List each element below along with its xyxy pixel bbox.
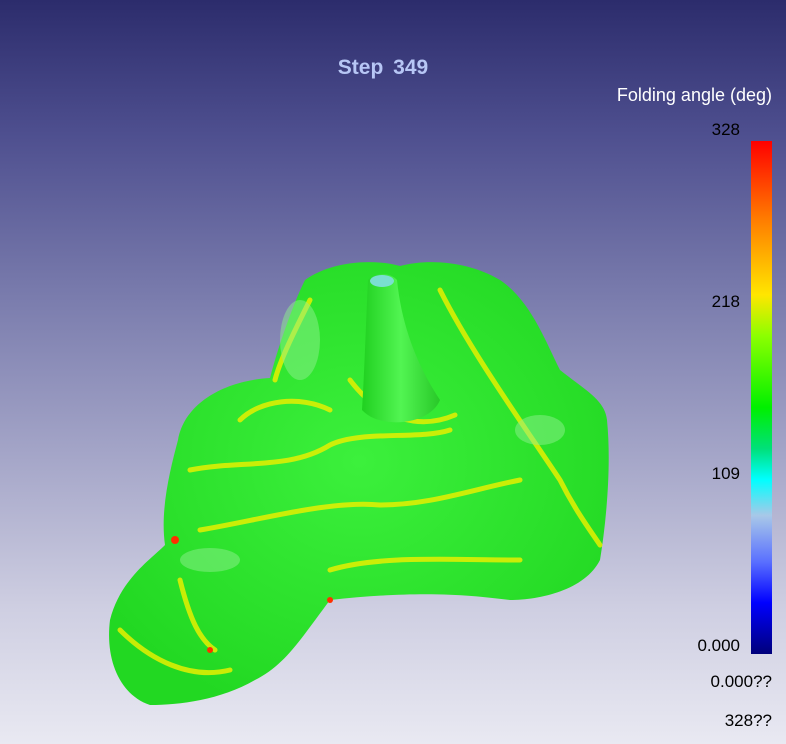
cone-spire [362, 274, 440, 423]
range-max-label: 328?? [724, 711, 772, 730]
highlights [180, 300, 565, 572]
step-title: Step 349 [337, 56, 429, 79]
colorbar-tick-min: 0.000 [697, 636, 740, 655]
colorbar-title: Folding angle (deg) [616, 85, 772, 105]
surface-body [109, 262, 609, 705]
cone-tip [370, 275, 394, 287]
colorbar-tick-109: 109 [711, 464, 740, 483]
colorbar-tick-max: 328 [711, 120, 740, 139]
ridge-lines [117, 287, 603, 676]
hot-spots [171, 536, 333, 653]
colorbar [751, 141, 772, 654]
colorbar-tick-218: 218 [711, 292, 740, 311]
range-min-label: 0.000?? [710, 672, 772, 691]
